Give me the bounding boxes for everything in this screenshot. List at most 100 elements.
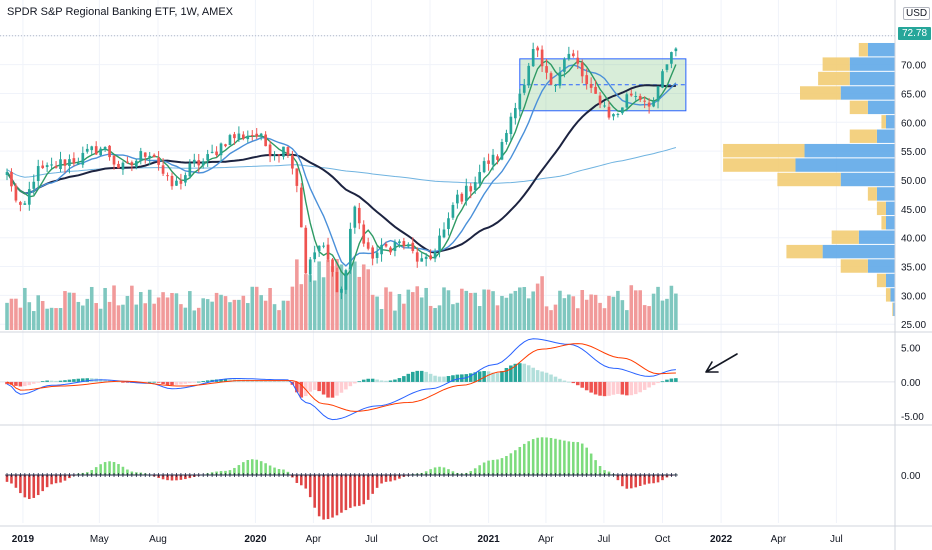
volume-bar xyxy=(460,288,464,330)
osc-cross-marker xyxy=(94,473,99,477)
osc-bar xyxy=(594,460,597,475)
osc-bar xyxy=(652,475,655,484)
macd-hist-bar xyxy=(571,381,576,384)
volume-bar xyxy=(589,294,593,330)
osc-cross-marker xyxy=(85,473,90,477)
volume-bar xyxy=(620,300,625,330)
volume-bar xyxy=(107,301,112,330)
macd-hist-bar xyxy=(455,374,460,382)
macd-hist-bar xyxy=(535,370,540,382)
osc-bar xyxy=(246,460,250,475)
osc-cross-marker xyxy=(499,473,504,477)
osc-bar xyxy=(634,475,638,488)
osc-cross-marker xyxy=(112,473,117,477)
osc-cross-marker xyxy=(9,473,14,477)
macd-hist-bar xyxy=(219,379,223,382)
volume-bar xyxy=(428,305,433,330)
currency-label[interactable]: USD xyxy=(903,7,931,20)
candle-body xyxy=(255,133,259,137)
osc-bar xyxy=(94,467,98,475)
volume-bar xyxy=(14,298,18,330)
macd-hist-bar xyxy=(31,381,36,384)
osc-bar xyxy=(531,439,535,475)
osc-cross-marker xyxy=(223,473,228,477)
candle-body xyxy=(563,59,566,72)
volume-bar xyxy=(442,287,446,330)
osc-bar xyxy=(545,437,548,475)
osc-cross-marker xyxy=(656,473,661,477)
candlesticks xyxy=(5,42,678,300)
volume-bar xyxy=(76,301,81,330)
volume-bar xyxy=(31,311,36,330)
osc-cross-marker xyxy=(294,473,299,477)
osc-cross-marker xyxy=(392,473,397,477)
osc-cross-marker xyxy=(169,473,174,477)
candle-body xyxy=(670,52,673,64)
osc-cross-marker xyxy=(268,473,273,477)
volume-bar xyxy=(393,310,397,330)
volume-bar xyxy=(388,291,393,330)
candle-body xyxy=(117,163,120,169)
volume-bar xyxy=(437,305,442,330)
candle-body xyxy=(259,133,263,136)
price-tick-label: 60.00 xyxy=(901,118,926,129)
macd-hist-bar xyxy=(85,378,90,382)
osc-cross-marker xyxy=(575,473,580,477)
candle-body xyxy=(322,245,325,247)
macd-hist-bar xyxy=(125,381,130,383)
osc-cross-marker xyxy=(321,473,326,477)
volume-bar xyxy=(330,266,335,330)
macd-hist-bar xyxy=(299,381,304,398)
macd-hist-bar xyxy=(433,375,437,382)
osc-bar xyxy=(32,475,36,498)
candle-body xyxy=(558,72,562,86)
volume-bar xyxy=(54,308,58,330)
osc-cross-marker xyxy=(343,473,348,477)
price-tick-label: 45.00 xyxy=(901,205,926,216)
osc-cross-marker xyxy=(428,473,433,477)
candle-body xyxy=(108,145,111,158)
grid-lines xyxy=(0,0,895,523)
macd-hist-bar xyxy=(602,381,607,397)
osc-cross-marker xyxy=(80,473,85,477)
osc-bar xyxy=(277,469,281,475)
arrow-icon xyxy=(705,353,738,373)
osc-cross-marker xyxy=(232,473,237,477)
volume-bar xyxy=(335,258,339,330)
candle-body xyxy=(19,202,22,205)
macd-hist-bar xyxy=(103,379,107,382)
macd-hist-bar xyxy=(504,367,509,382)
volume-bar xyxy=(495,305,500,330)
osc-cross-marker xyxy=(71,473,76,477)
candle-body xyxy=(192,159,196,164)
volume-bar xyxy=(651,293,656,330)
candle-body xyxy=(603,105,606,107)
osc-bar xyxy=(99,464,102,475)
candle-body xyxy=(487,160,490,164)
candle-body xyxy=(362,224,366,244)
candle-body xyxy=(326,244,330,260)
macd-hist-bar xyxy=(81,378,85,382)
candle-body xyxy=(170,175,174,187)
osc-cross-marker xyxy=(660,473,665,477)
vp-up-bar xyxy=(885,201,895,216)
candle-body xyxy=(94,146,98,155)
volume-bar xyxy=(138,292,143,330)
volume-bar xyxy=(63,291,67,330)
volume-bar xyxy=(522,287,527,330)
osc-cross-marker xyxy=(352,473,357,477)
macd-hist-bar xyxy=(14,381,18,386)
macd-hist-bar xyxy=(495,373,500,382)
candle-body xyxy=(514,108,517,119)
candle-body xyxy=(81,152,85,165)
candle-body xyxy=(206,154,210,161)
volume-bar xyxy=(553,304,558,330)
candle-body xyxy=(148,155,152,159)
macd-hist-bar xyxy=(584,381,589,391)
candle-body xyxy=(589,83,593,88)
macd-hist-bar xyxy=(165,381,170,386)
osc-bar xyxy=(184,475,187,480)
volume-bar xyxy=(433,308,437,330)
candle-body xyxy=(335,271,339,293)
